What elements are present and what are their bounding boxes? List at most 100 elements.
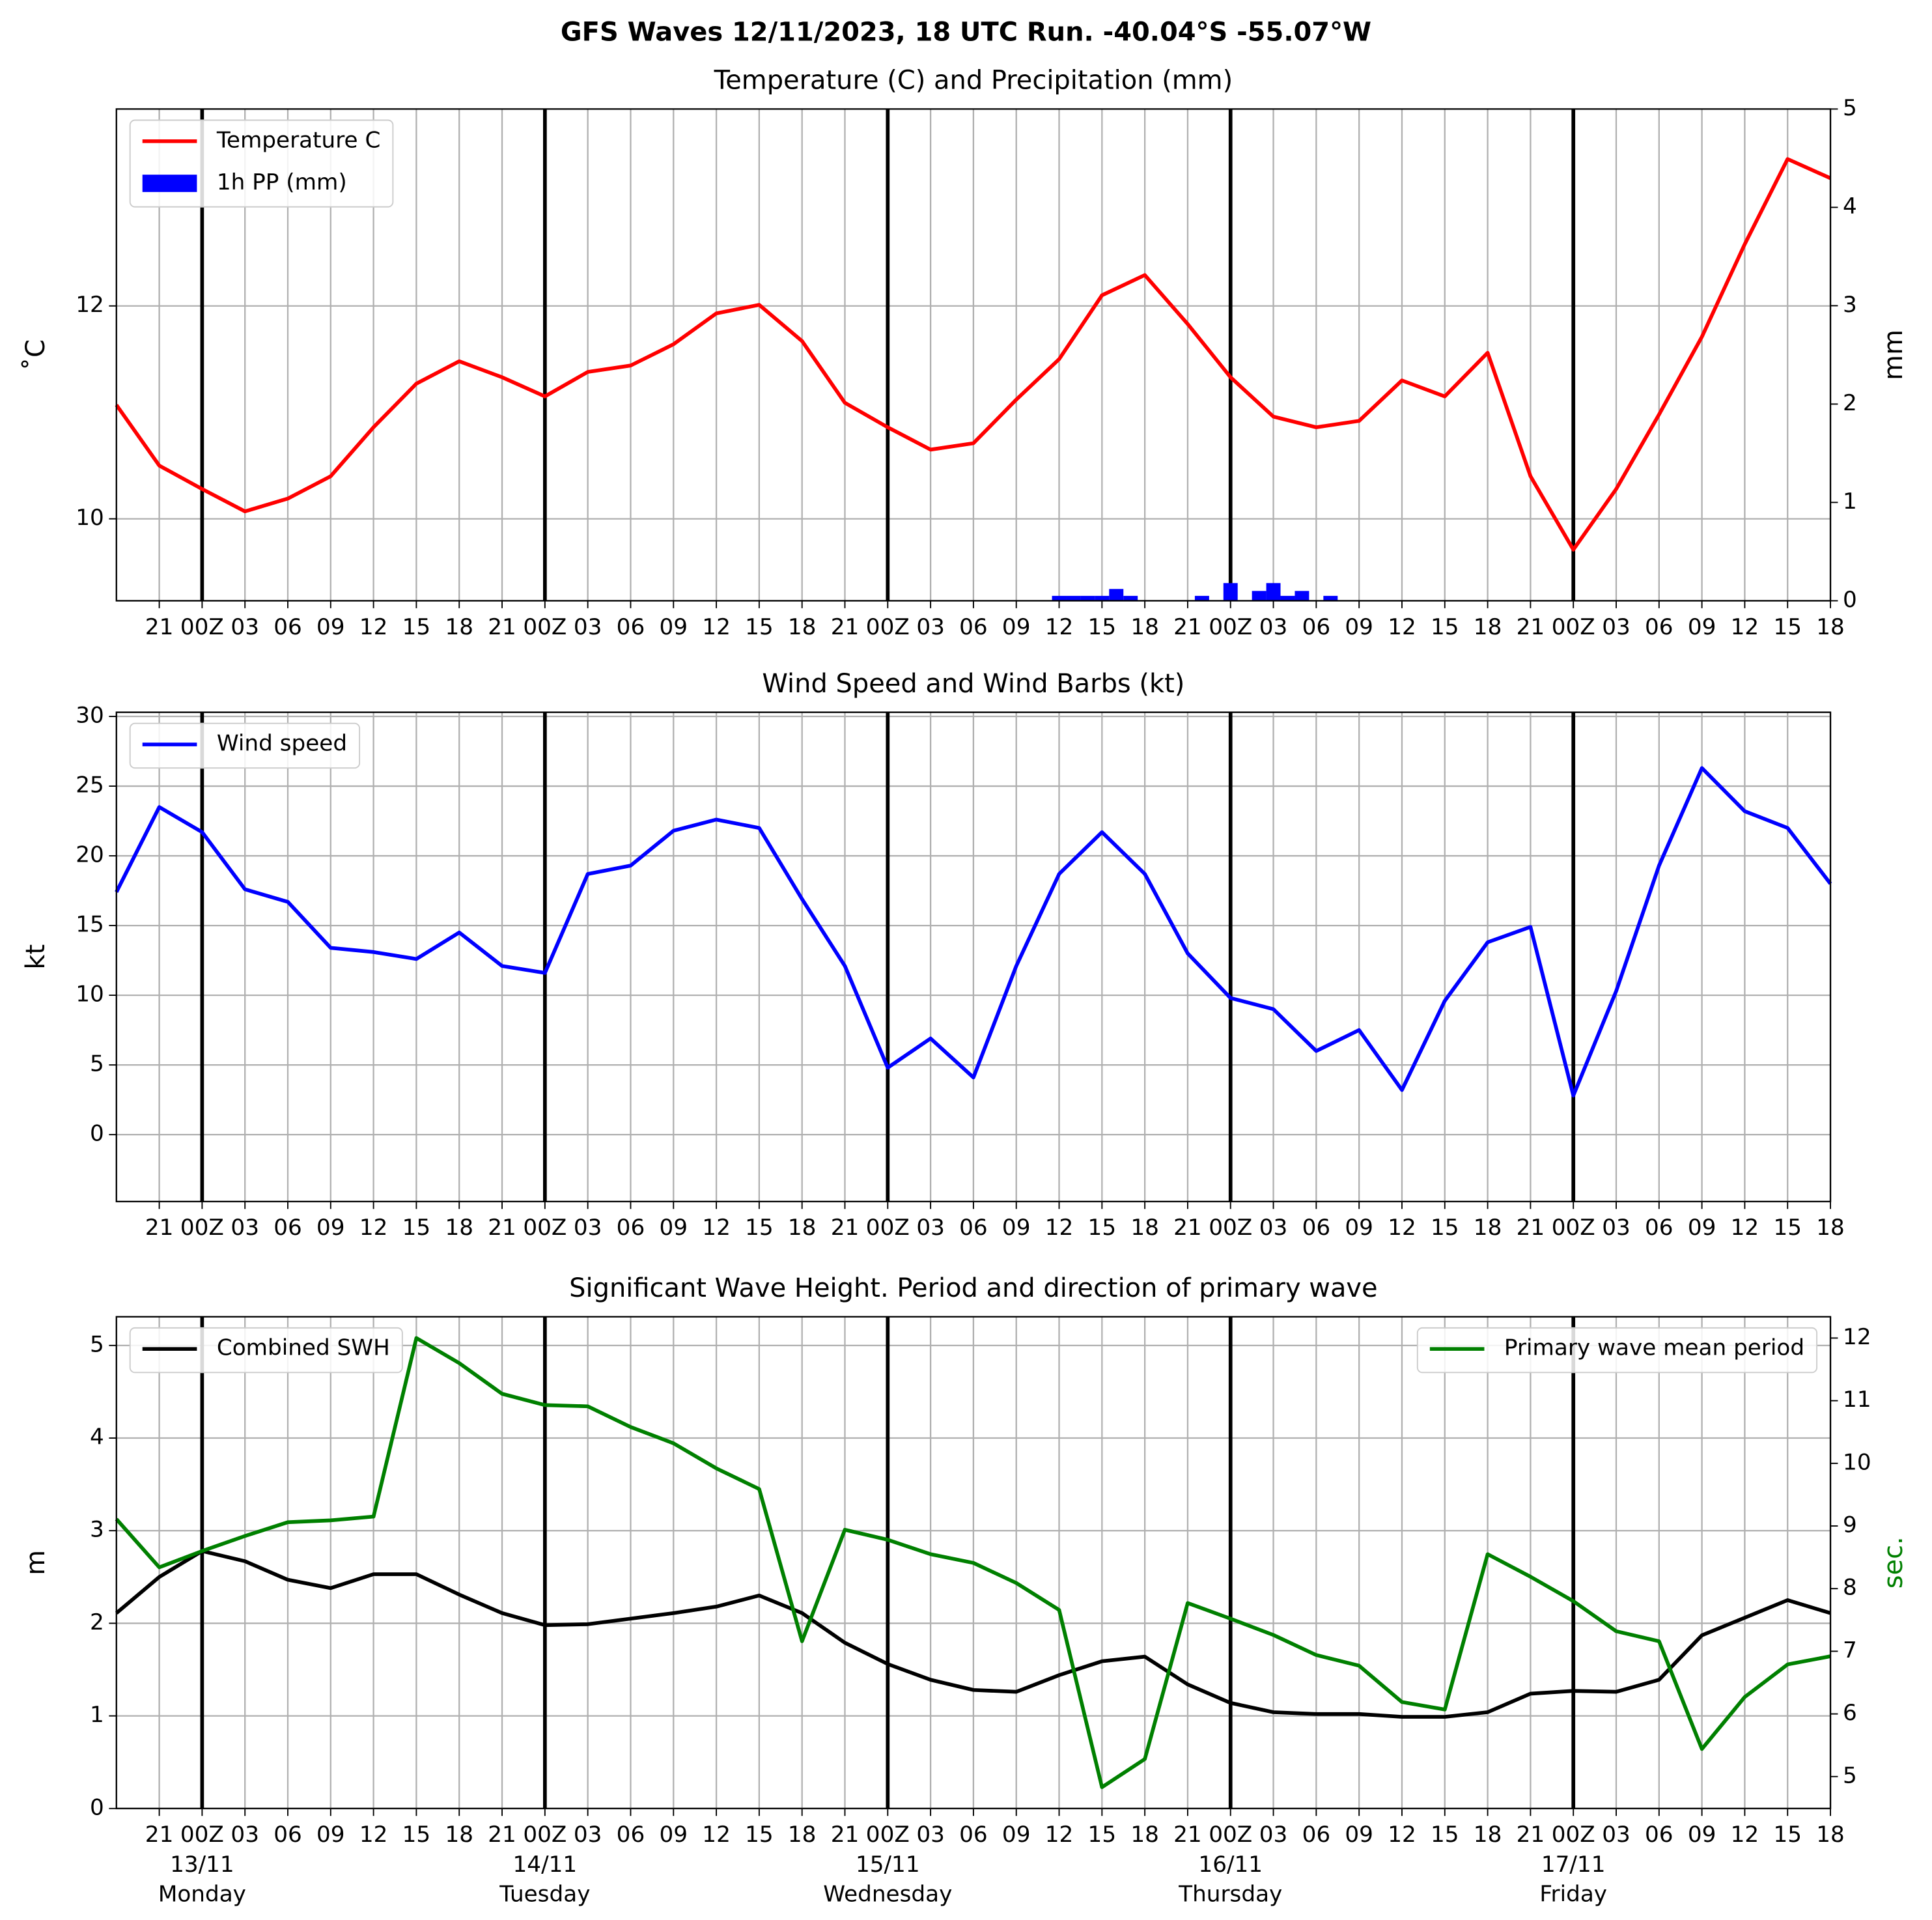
bar xyxy=(1280,595,1295,601)
x-tick-label: 18 xyxy=(1474,1215,1502,1241)
y2-tick-label: 7 xyxy=(1843,1637,1857,1663)
bar xyxy=(1052,595,1067,601)
y-tick-label: 10 xyxy=(76,981,104,1008)
x-tick-label: 00Z xyxy=(1552,1215,1595,1241)
x-tick-label: 18 xyxy=(445,1215,473,1241)
x-tick-label: 06 xyxy=(1645,614,1673,640)
y2-tick-label: 4 xyxy=(1843,193,1857,219)
x-tick-label: 06 xyxy=(1302,1822,1331,1848)
x-tick-label: 18 xyxy=(1816,1215,1845,1241)
x-tick-label: 15 xyxy=(745,614,774,640)
x-tick-label: 09 xyxy=(1345,614,1373,640)
x-tick-label: 06 xyxy=(617,1822,645,1848)
bar xyxy=(1323,595,1338,601)
x-tick-label: 18 xyxy=(788,1822,817,1848)
x-tick-label: 03 xyxy=(1602,1215,1631,1241)
y-axis-label: ˚C xyxy=(21,339,51,371)
x-tick-label: 09 xyxy=(659,1822,688,1848)
x-tick-label: 03 xyxy=(1259,1822,1288,1848)
x-tick-label: 00Z xyxy=(1209,1822,1252,1848)
x-tick-label: 03 xyxy=(574,1215,602,1241)
plot-frame xyxy=(115,711,1832,1203)
x-tick-label: 21 xyxy=(1173,1215,1202,1241)
x-tick-label: 03 xyxy=(1259,1215,1288,1241)
x-tick-label: 09 xyxy=(1688,1215,1716,1241)
x-tick-label: 03 xyxy=(574,614,602,640)
y-tick-label: 5 xyxy=(90,1051,104,1077)
x-tick-label: 21 xyxy=(831,1215,860,1241)
x-tick-label: 09 xyxy=(316,1822,345,1848)
x-tick-label: 21 xyxy=(1173,1822,1202,1848)
bar xyxy=(1109,589,1124,601)
x-tick-label: 03 xyxy=(231,1822,259,1848)
y2-tick-label: 0 xyxy=(1843,587,1857,613)
x-tick-label: 12 xyxy=(1731,614,1759,640)
x-tick-label: 03 xyxy=(916,614,945,640)
y-axis-label: m xyxy=(21,1550,51,1575)
x-tick-label: 12 xyxy=(1388,1215,1416,1241)
x-tick-label: 21 xyxy=(1173,614,1202,640)
x-tick-label: 03 xyxy=(231,614,259,640)
y2-tick-label: 5 xyxy=(1843,95,1857,121)
y-tick-label: 0 xyxy=(90,1794,104,1820)
y2-tick-label: 5 xyxy=(1843,1762,1857,1788)
legend-box xyxy=(129,722,361,769)
x-tick-label: 06 xyxy=(1302,614,1331,640)
date-label: 14/11 xyxy=(513,1852,578,1878)
legend-label: Primary wave mean period xyxy=(1504,1335,1804,1361)
bar xyxy=(1194,595,1209,601)
x-tick-label: 15 xyxy=(1088,614,1117,640)
x-tick-label: 06 xyxy=(959,614,988,640)
x-tick-label: 12 xyxy=(359,614,388,640)
bar xyxy=(1095,595,1110,601)
x-tick-label: 03 xyxy=(574,1822,602,1848)
x-tick-label: 21 xyxy=(1517,1822,1545,1848)
series-line xyxy=(115,157,1832,552)
x-tick-label: 18 xyxy=(1816,614,1845,640)
bar xyxy=(1266,583,1281,601)
legend-label: Combined SWH xyxy=(217,1335,390,1361)
x-tick-label: 12 xyxy=(1045,614,1074,640)
x-tick-label: 12 xyxy=(359,1822,388,1848)
bar xyxy=(1223,583,1238,601)
weekday-label: Monday xyxy=(158,1881,246,1907)
x-tick-label: 09 xyxy=(1002,1822,1031,1848)
x-tick-label: 09 xyxy=(316,1215,345,1241)
x-tick-label: 18 xyxy=(1816,1822,1845,1848)
chart-title: Significant Wave Height. Period and dire… xyxy=(569,1273,1377,1303)
x-tick-label: 00Z xyxy=(523,1215,567,1241)
x-tick-label: 21 xyxy=(145,1215,174,1241)
y-tick-label: 20 xyxy=(76,842,104,868)
y2-tick-label: 11 xyxy=(1843,1387,1871,1413)
x-tick-label: 21 xyxy=(488,1822,516,1848)
date-label: 16/11 xyxy=(1198,1852,1263,1878)
y2-axis-label: sec. xyxy=(1879,1536,1909,1588)
x-tick-label: 15 xyxy=(402,1822,431,1848)
x-tick-label: 09 xyxy=(659,614,688,640)
x-tick-label: 15 xyxy=(1773,1822,1802,1848)
x-tick-label: 18 xyxy=(788,614,817,640)
x-tick-label: 06 xyxy=(1645,1215,1673,1241)
x-tick-label: 21 xyxy=(831,1822,860,1848)
x-tick-label: 06 xyxy=(617,1215,645,1241)
x-tick-label: 18 xyxy=(445,1822,473,1848)
x-tick-label: 03 xyxy=(1259,614,1288,640)
y2-axis-label: mm xyxy=(1879,330,1909,380)
x-tick-label: 15 xyxy=(745,1215,774,1241)
x-tick-label: 12 xyxy=(702,614,731,640)
x-tick-label: 03 xyxy=(916,1822,945,1848)
legend: Wind speed xyxy=(129,722,361,769)
x-tick-label: 21 xyxy=(488,614,516,640)
x-tick-label: 12 xyxy=(1388,1822,1416,1848)
x-tick-label: 06 xyxy=(273,614,302,640)
x-tick-label: 00Z xyxy=(1552,614,1595,640)
x-tick-label: 21 xyxy=(1517,1215,1545,1241)
y-tick-label: 25 xyxy=(76,772,104,798)
y2-tick-label: 10 xyxy=(1843,1449,1871,1475)
x-tick-label: 12 xyxy=(1045,1822,1074,1848)
x-tick-label: 00Z xyxy=(523,614,567,640)
x-tick-label: 09 xyxy=(316,614,345,640)
x-tick-label: 00Z xyxy=(866,1215,910,1241)
x-tick-label: 12 xyxy=(1731,1215,1759,1241)
